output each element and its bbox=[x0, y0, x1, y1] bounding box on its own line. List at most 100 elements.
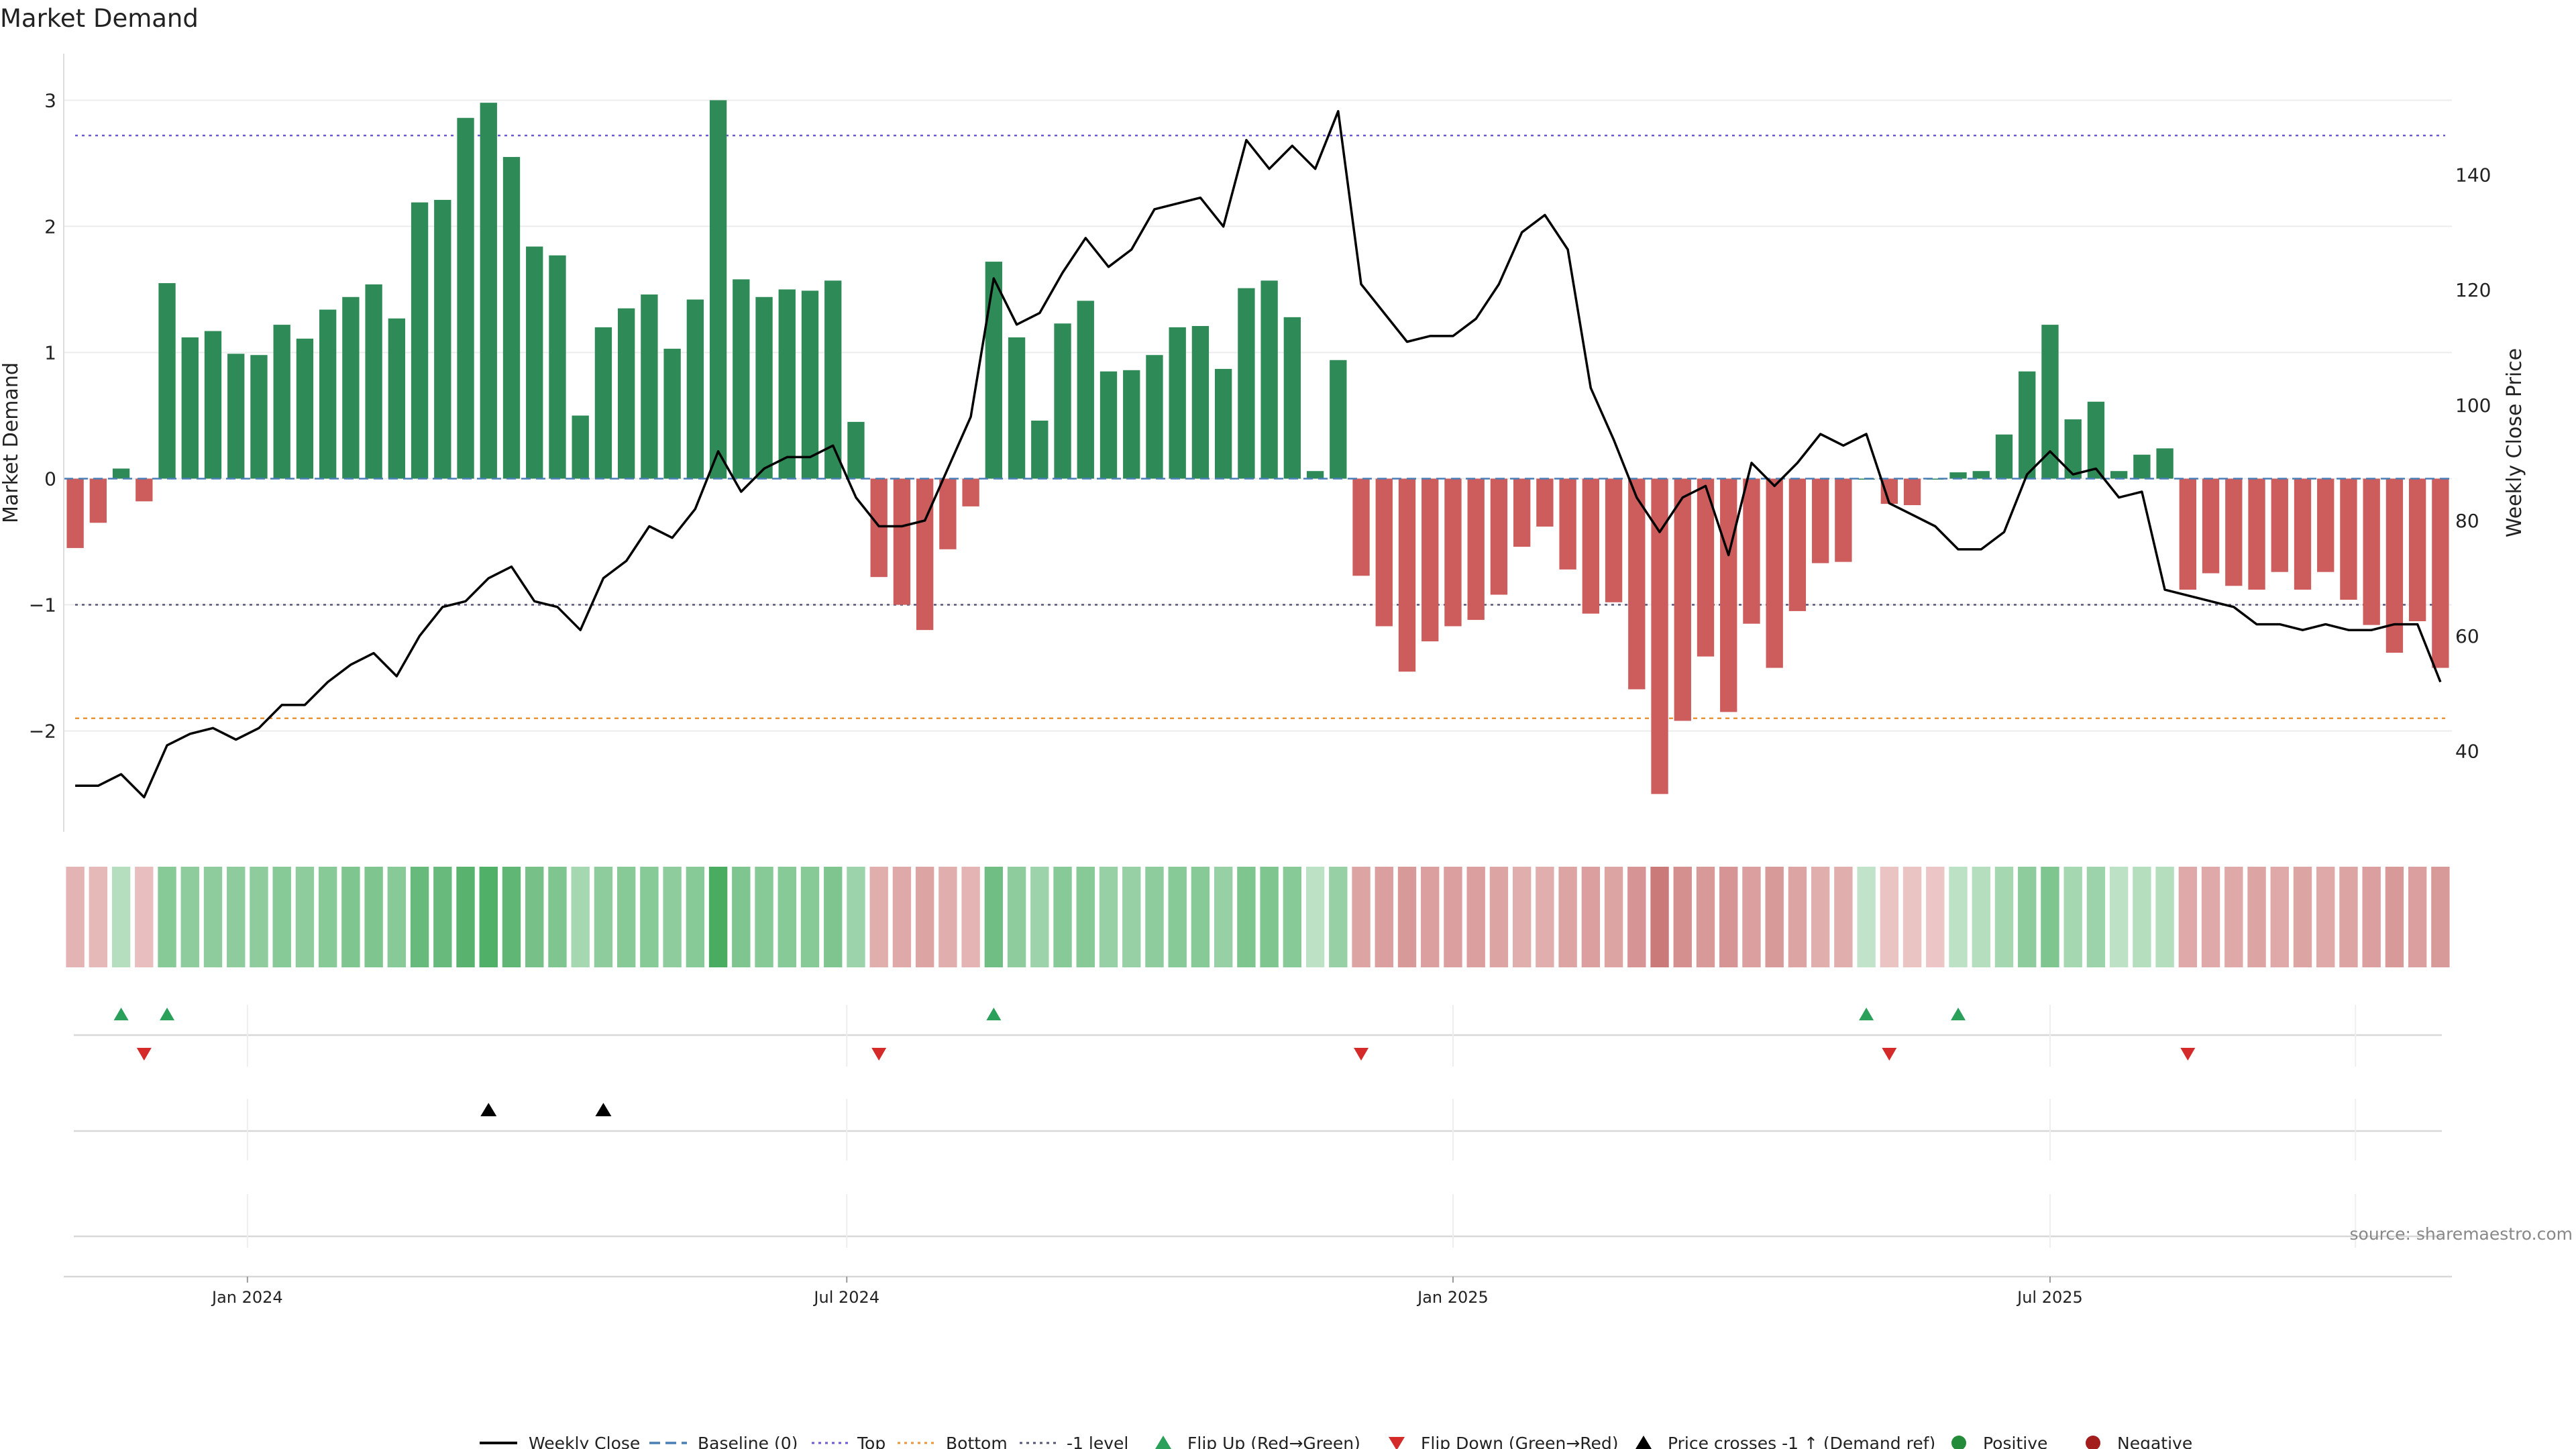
heat-cell bbox=[1949, 867, 1968, 967]
demand-bar bbox=[847, 421, 865, 479]
y2-tick-label: 100 bbox=[2455, 394, 2491, 417]
demand-bar bbox=[1766, 478, 1783, 668]
demand-bar bbox=[985, 262, 1003, 479]
demand-bar bbox=[1903, 478, 1921, 505]
heat-cell bbox=[2178, 867, 2198, 967]
demand-bar bbox=[709, 100, 727, 479]
demand-bar bbox=[1260, 280, 1278, 479]
heat-cell bbox=[1788, 867, 1807, 967]
legend-marker-negative bbox=[2086, 1436, 2100, 1449]
heat-cell bbox=[1902, 867, 1922, 967]
demand-bar bbox=[1306, 471, 1324, 479]
demand-bar bbox=[2340, 478, 2357, 600]
legend-label: Baseline (0) bbox=[698, 1434, 798, 1449]
price-cross-marker bbox=[595, 1103, 612, 1116]
demand-bar bbox=[526, 246, 543, 479]
heat-cell bbox=[1926, 867, 1945, 967]
heat-cell bbox=[800, 867, 820, 967]
demand-bar bbox=[1169, 327, 1186, 479]
demand-bar bbox=[1008, 337, 1026, 479]
demand-bar bbox=[1191, 325, 1210, 479]
demand-bar bbox=[502, 157, 521, 479]
x-axis: Jan 2024 Jul 2024 Jan 2025 Jul 2025 bbox=[64, 1275, 2452, 1307]
heat-cell bbox=[2018, 867, 2037, 967]
heat-cell bbox=[2224, 867, 2243, 967]
demand-bar bbox=[1283, 317, 1301, 479]
demand-bar bbox=[250, 355, 268, 479]
heat-cell bbox=[180, 867, 199, 967]
source-note: source: sharemaestro.com bbox=[2350, 1224, 2573, 1244]
demand-bar bbox=[89, 478, 107, 523]
heat-cell bbox=[1168, 867, 1187, 967]
heat-cell bbox=[2041, 867, 2059, 967]
flip-down-marker bbox=[1882, 1048, 1897, 1061]
demand-bar bbox=[2408, 478, 2426, 621]
demand-bar bbox=[1513, 478, 1531, 547]
heat-cell bbox=[2086, 867, 2106, 967]
heat-cell bbox=[1719, 867, 1738, 967]
heat-cell bbox=[1994, 867, 2014, 967]
demand-bar bbox=[2363, 478, 2380, 625]
demand-bar bbox=[1536, 478, 1554, 527]
demand-bar bbox=[2294, 478, 2312, 590]
flip-up-marker bbox=[1951, 1008, 1966, 1020]
demand-bar bbox=[1054, 323, 1071, 479]
demand-bar bbox=[457, 117, 474, 479]
demand-bar bbox=[434, 199, 451, 479]
heat-cell bbox=[594, 867, 613, 967]
demand-bar bbox=[939, 478, 957, 549]
heat-cell bbox=[892, 867, 912, 967]
demand-bar bbox=[1697, 478, 1715, 657]
heat-cell bbox=[1283, 867, 1302, 967]
heat-cell bbox=[1765, 867, 1784, 967]
heat-cell bbox=[663, 867, 682, 967]
heat-cell bbox=[433, 867, 452, 967]
y-tick-label: 2 bbox=[44, 215, 56, 237]
heat-cell bbox=[1650, 867, 1669, 967]
legend-label: Positive bbox=[1983, 1434, 2047, 1449]
heat-cell bbox=[824, 867, 843, 967]
demand-bar bbox=[296, 338, 314, 479]
demand-bar bbox=[2432, 478, 2449, 668]
demand-bar bbox=[641, 294, 658, 479]
demand-bar bbox=[686, 299, 704, 479]
demand-bar bbox=[778, 289, 796, 479]
heat-cell bbox=[1305, 867, 1325, 967]
heat-cell bbox=[1352, 867, 1371, 967]
heat-cell bbox=[2133, 867, 2151, 967]
heat-cell bbox=[1397, 867, 1417, 967]
demand-bar bbox=[342, 297, 360, 479]
demand-bar bbox=[319, 309, 337, 479]
heat-cell bbox=[525, 867, 544, 967]
reference-lines bbox=[75, 134, 2445, 720]
heat-cell bbox=[571, 867, 590, 967]
heat-cell bbox=[2385, 867, 2404, 967]
demand-bar bbox=[1444, 478, 1462, 627]
demand-bar bbox=[2202, 478, 2220, 574]
heat-cell bbox=[1444, 867, 1462, 967]
price-cross-panel bbox=[74, 1099, 2442, 1161]
heat-cell bbox=[640, 867, 659, 967]
heat-cell bbox=[2316, 867, 2335, 967]
heat-cell bbox=[2270, 867, 2289, 967]
heat-cell bbox=[1811, 867, 1830, 967]
demand-bar bbox=[1559, 478, 1576, 570]
heat-cell bbox=[1512, 867, 1532, 967]
demand-bar bbox=[227, 354, 245, 479]
heat-cell bbox=[479, 867, 498, 967]
demand-bar bbox=[158, 283, 176, 479]
y2-tick-label: 120 bbox=[2455, 279, 2491, 301]
heat-cell bbox=[1604, 867, 1623, 967]
demand-bar bbox=[365, 284, 382, 479]
heat-cell bbox=[502, 867, 521, 967]
heat-cell bbox=[1421, 867, 1440, 967]
heat-cell bbox=[387, 867, 407, 967]
y-tick-label: −2 bbox=[29, 720, 56, 743]
demand-bar bbox=[1077, 301, 1094, 479]
y2-tick-label: 60 bbox=[2455, 625, 2479, 647]
legend: Weekly Close Baseline (0) Top Bottom -1 leve… bbox=[480, 1434, 2192, 1449]
demand-bar bbox=[962, 478, 979, 506]
heat-cell bbox=[456, 867, 475, 967]
legend-label: Top bbox=[857, 1434, 885, 1449]
heat-cell bbox=[2201, 867, 2220, 967]
